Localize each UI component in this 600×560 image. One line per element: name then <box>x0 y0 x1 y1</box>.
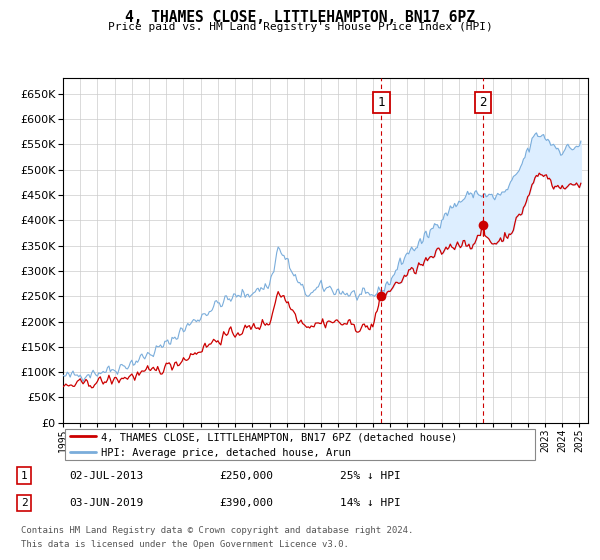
Text: 4, THAMES CLOSE, LITTLEHAMPTON, BN17 6PZ (detached house): 4, THAMES CLOSE, LITTLEHAMPTON, BN17 6PZ… <box>101 432 457 442</box>
Text: 1: 1 <box>20 470 28 480</box>
Text: 1: 1 <box>377 96 385 109</box>
Text: This data is licensed under the Open Government Licence v3.0.: This data is licensed under the Open Gov… <box>20 540 349 549</box>
Text: 25% ↓ HPI: 25% ↓ HPI <box>340 470 401 480</box>
Text: Contains HM Land Registry data © Crown copyright and database right 2024.: Contains HM Land Registry data © Crown c… <box>20 526 413 535</box>
Text: 4, THAMES CLOSE, LITTLEHAMPTON, BN17 6PZ: 4, THAMES CLOSE, LITTLEHAMPTON, BN17 6PZ <box>125 11 475 25</box>
Text: £390,000: £390,000 <box>220 498 274 508</box>
Text: 2: 2 <box>20 498 28 508</box>
Text: HPI: Average price, detached house, Arun: HPI: Average price, detached house, Arun <box>101 449 351 458</box>
Text: 02-JUL-2013: 02-JUL-2013 <box>70 470 144 480</box>
Text: 2: 2 <box>479 96 487 109</box>
Text: £250,000: £250,000 <box>220 470 274 480</box>
Text: 03-JUN-2019: 03-JUN-2019 <box>70 498 144 508</box>
FancyBboxPatch shape <box>65 429 535 460</box>
Text: 14% ↓ HPI: 14% ↓ HPI <box>340 498 401 508</box>
Text: Price paid vs. HM Land Registry's House Price Index (HPI): Price paid vs. HM Land Registry's House … <box>107 22 493 32</box>
